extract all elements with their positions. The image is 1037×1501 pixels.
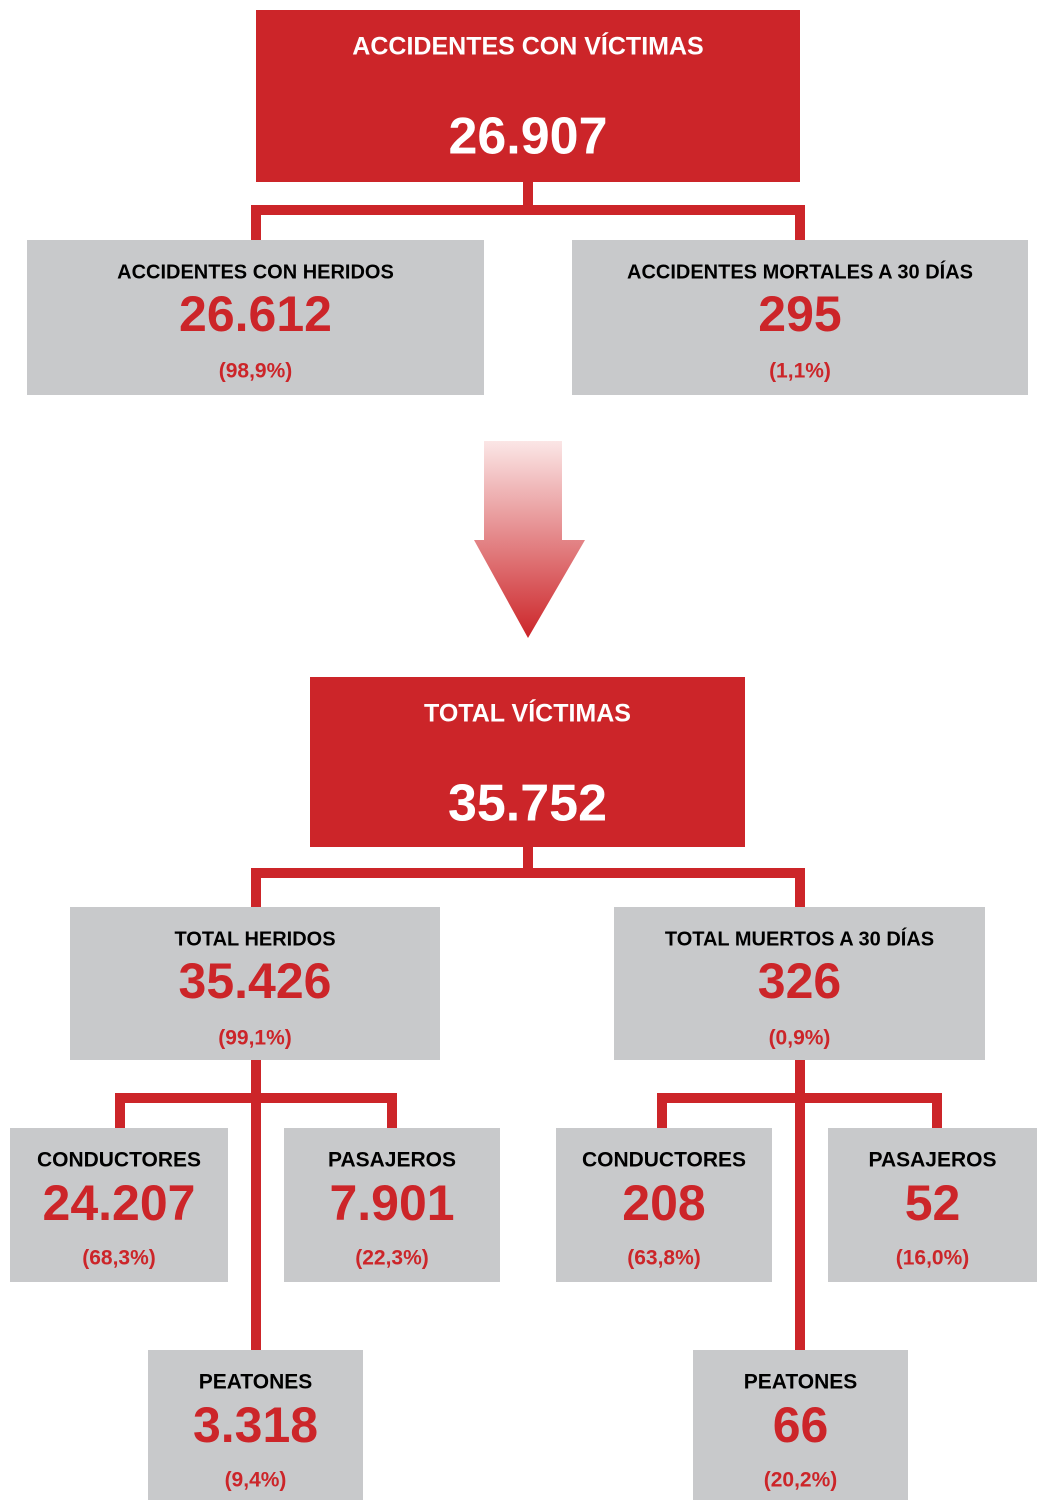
connector [251, 847, 805, 907]
box-title: PEATONES [199, 1371, 313, 1394]
box-value: 66 [773, 1397, 829, 1453]
box-value: 52 [905, 1175, 961, 1231]
box-value: 35.752 [448, 775, 607, 833]
box-value: 3.318 [193, 1397, 318, 1453]
box-title: ACCIDENTES MORTALES A 30 DÍAS [627, 260, 973, 283]
box-share: (68,3%) [82, 1247, 156, 1270]
headline-box [256, 10, 800, 182]
category-box [693, 1350, 908, 1500]
box-title: CONDUCTORES [582, 1149, 746, 1172]
box-value: 35.426 [179, 953, 332, 1009]
box-title: ACCIDENTES CON HERIDOS [117, 261, 394, 283]
category-box [284, 1128, 500, 1282]
category-box [556, 1128, 772, 1282]
box-share: (63,8%) [627, 1247, 701, 1270]
category-box [572, 240, 1028, 395]
box-share: (99,1%) [218, 1027, 292, 1050]
boxes: ACCIDENTES CON VÍCTIMAS 26.907 ACCIDENTES … [10, 10, 1037, 1500]
headline-box [310, 677, 745, 847]
box-title: ACCIDENTES CON VÍCTIMAS [352, 32, 703, 61]
box-share: (98,9%) [219, 360, 293, 383]
connectors [115, 182, 942, 1350]
box-value: 326 [758, 953, 841, 1009]
category-box [828, 1128, 1037, 1282]
box-share: (20,2%) [764, 1469, 838, 1492]
box-value: 24.207 [43, 1175, 196, 1231]
box-share: (9,4%) [225, 1469, 287, 1492]
box-title: PEATONES [744, 1371, 858, 1394]
down-arrow [474, 441, 585, 638]
connector [115, 1060, 397, 1350]
box-value: 7.901 [329, 1175, 454, 1231]
box-value: 26.612 [179, 286, 332, 342]
category-box [10, 1128, 228, 1282]
box-share: (16,0%) [896, 1247, 970, 1270]
box-title: TOTAL VÍCTIMAS [424, 699, 631, 728]
box-value: 26.907 [448, 108, 607, 166]
category-box [148, 1350, 363, 1500]
category-box [70, 907, 440, 1060]
box-share: (22,3%) [355, 1247, 429, 1270]
connector [251, 182, 805, 240]
box-value: 295 [758, 286, 841, 342]
box-title: TOTAL MUERTOS A 30 DÍAS [665, 927, 934, 950]
box-title: PASAJEROS [328, 1149, 456, 1172]
connector [657, 1060, 942, 1350]
box-title: PASAJEROS [869, 1149, 997, 1172]
box-share: (0,9%) [769, 1027, 831, 1050]
box-title: TOTAL HERIDOS [174, 928, 335, 950]
box-share: (1,1%) [769, 360, 831, 383]
category-box [614, 907, 985, 1060]
box-title: CONDUCTORES [37, 1149, 201, 1172]
box-value: 208 [622, 1175, 705, 1231]
category-box [27, 240, 484, 395]
